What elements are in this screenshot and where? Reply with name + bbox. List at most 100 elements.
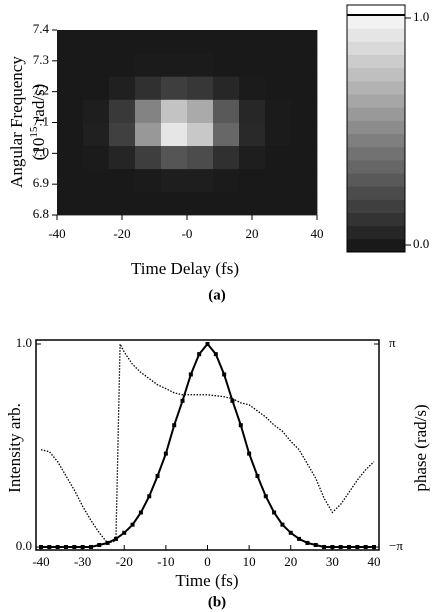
marker (280, 522, 285, 527)
heatmap-cell (291, 191, 318, 216)
marker (88, 545, 93, 549)
heatmap-cell (239, 191, 266, 216)
marker (197, 352, 202, 357)
marker (247, 451, 252, 456)
colorbar-tick-label: 1.0 (413, 9, 429, 24)
y2-tick-label: −π (389, 538, 403, 553)
heatmap-cell (109, 53, 136, 77)
heatmap-cell (161, 53, 188, 77)
heatmap-cell (291, 99, 318, 123)
x-axis-label: Time (fs) (175, 571, 238, 590)
y-tick-label: 7.0 (33, 144, 49, 159)
colorbar-step (347, 28, 405, 42)
heatmap-cell (265, 122, 292, 147)
heatmap-cell (57, 99, 84, 123)
colorbar-step (347, 67, 405, 82)
marker (80, 545, 85, 549)
colorbar-step (347, 15, 405, 29)
heatmap-cell (291, 168, 318, 193)
marker (288, 530, 293, 535)
heatmap-cell (187, 99, 214, 123)
heatmap-cell (265, 145, 292, 170)
marker (38, 545, 43, 549)
heatmap-cell (187, 191, 214, 216)
heatmap-cell (213, 191, 240, 216)
heatmap-cell (57, 30, 84, 54)
unit-part: (10 (29, 138, 48, 161)
caption: (a) (208, 287, 226, 303)
colorbar-step (347, 238, 405, 253)
heatmap-cell (213, 122, 240, 147)
heatmap-cell (239, 30, 266, 54)
colorbar-step (347, 54, 405, 69)
heatmap-cell (135, 76, 162, 100)
colorbar-step (347, 225, 405, 240)
heatmap-cell (83, 99, 110, 123)
colorbar-step (347, 212, 405, 227)
series-line (40, 342, 375, 548)
heatmap-cell (187, 168, 214, 193)
heatmap-cell (265, 30, 292, 54)
x-tick-label: -40 (48, 226, 65, 241)
marker (47, 545, 52, 549)
heatmap-cell (109, 76, 136, 100)
heatmap-cell (291, 145, 318, 170)
heatmap-cell (265, 99, 292, 123)
y-tick-label: 7.3 (33, 52, 49, 67)
heatmap-cell (187, 53, 214, 77)
y-tick-label: 0.0 (16, 538, 32, 553)
colorbar-step (347, 186, 405, 200)
x-tick-label: 20 (284, 554, 297, 569)
marker (130, 522, 135, 527)
colorbar-step (347, 80, 405, 95)
heatmap-cell (109, 99, 136, 123)
colorbar-step (347, 146, 405, 161)
marker (305, 540, 310, 545)
heatmap-cell (135, 99, 162, 123)
x-tick-label: -10 (157, 554, 174, 569)
heatmap-cell (83, 191, 110, 216)
heatmap-cell (239, 99, 266, 123)
marker (255, 473, 260, 478)
colorbar-top (347, 5, 405, 15)
x-tick-label: -40 (32, 554, 49, 569)
colorbar-step (347, 173, 405, 187)
heatmap-cell (109, 168, 136, 193)
heatmap-cell (109, 191, 136, 216)
y2-tick-label: π (389, 335, 396, 350)
plot-frame (35, 339, 380, 551)
x-tick-label: 0 (204, 554, 211, 569)
marker (213, 352, 218, 357)
heatmap-cell (135, 30, 162, 54)
colorbar-tick-label: 0.0 (413, 236, 429, 251)
heatmap-cell (161, 122, 188, 147)
marker (138, 510, 143, 515)
heatmap-cell (135, 168, 162, 193)
heatmap-cell (291, 30, 318, 54)
y2-axis-label: phase (rad/s) (411, 404, 430, 491)
heatmap-cell (83, 122, 110, 147)
heatmap-cell (161, 168, 188, 193)
marker (188, 372, 193, 377)
heatmap-cell (83, 53, 110, 77)
y-tick-label: 1.0 (16, 335, 32, 350)
marker (355, 545, 360, 549)
marker (155, 473, 160, 478)
marker (147, 494, 152, 499)
heatmap-cell (265, 76, 292, 100)
heatmap-cell (265, 53, 292, 77)
y-axis-label: Angular Frequency (7, 56, 26, 188)
x-tick-label: -20 (113, 226, 130, 241)
marker (222, 372, 227, 377)
heatmap-cell (161, 30, 188, 54)
marker (180, 398, 185, 403)
heatmap-cell (213, 76, 240, 100)
marker (347, 545, 352, 549)
heatmap-cell (57, 76, 84, 100)
marker (113, 536, 118, 541)
heatmap-cell (57, 191, 84, 216)
heatmap-cell (57, 122, 84, 147)
heatmap-cell (239, 168, 266, 193)
heatmap-cell (239, 53, 266, 77)
heatmap-cell (161, 191, 188, 216)
